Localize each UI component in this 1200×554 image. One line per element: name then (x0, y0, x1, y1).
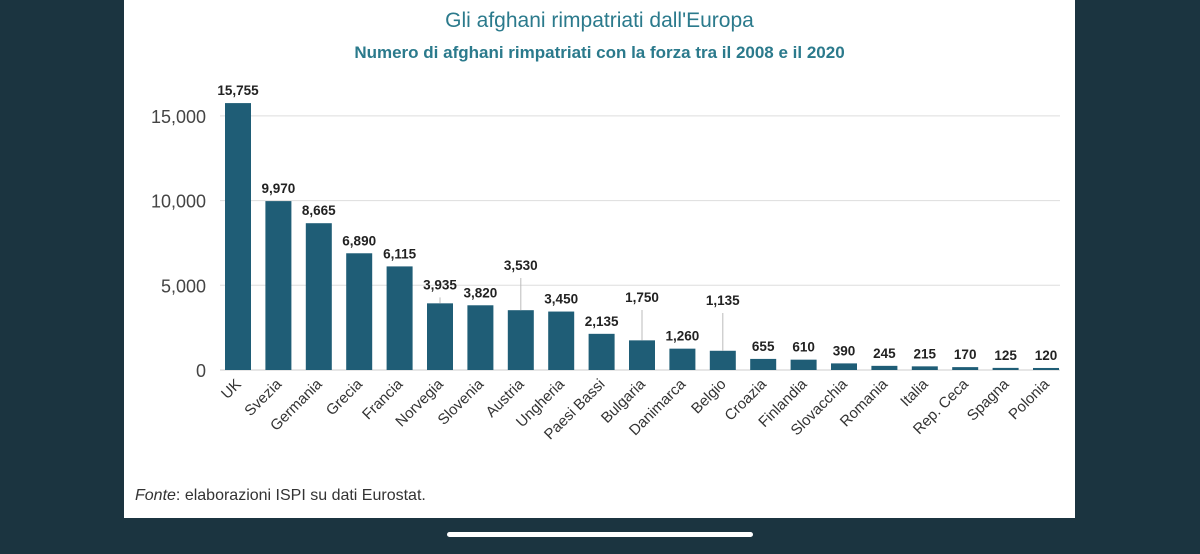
bar-norvegia (427, 303, 453, 370)
chart-subtitle: Numero di afghani rimpatriati con la for… (354, 43, 845, 62)
bar-slovenia (467, 305, 494, 370)
bar-paesi-bassi (588, 333, 615, 370)
bar-polonia (1033, 367, 1059, 370)
bar-danimarca (669, 348, 696, 370)
bar-ungheria (548, 311, 575, 370)
value-label: 6,115 (383, 246, 417, 261)
bar-francia (386, 266, 413, 370)
bars (225, 103, 1059, 370)
value-label: 3,450 (544, 292, 578, 307)
bar-belgio (709, 350, 736, 370)
value-label: 1,260 (666, 329, 700, 344)
x-tick-label: Italia (897, 375, 932, 410)
bar-finlandia (790, 359, 817, 370)
bar-rep-ceca (952, 367, 979, 370)
bar-grecia (346, 253, 373, 370)
bar-slovacchia (831, 363, 857, 370)
bar-italia (911, 366, 938, 370)
bar-austria (507, 310, 534, 370)
value-label: 120 (1035, 348, 1058, 363)
value-label: 2,135 (585, 314, 619, 329)
value-labels: 15,755 9,970 8,665 6,890 6,115 3,935 3,820 3,53… (217, 83, 1057, 363)
value-label: 1,750 (625, 290, 659, 305)
source-note: Fonte: elaborazioni ISPI su dati Eurosta… (135, 487, 426, 505)
y-tick-label: 5,000 (161, 276, 206, 296)
value-label: 1,135 (706, 293, 740, 308)
bar-romania (871, 365, 898, 370)
x-tick-label: Polonia (1005, 375, 1053, 423)
bar-spagna (992, 367, 1019, 370)
home-indicator[interactable] (447, 532, 753, 537)
x-tick-label: Slovenia (435, 375, 488, 428)
y-tick-label: 0 (196, 361, 206, 381)
bar-uk (225, 103, 251, 370)
bar-germania (305, 223, 332, 370)
y-tick-label: 10,000 (151, 192, 206, 212)
bar-croazia (750, 358, 777, 370)
value-label: 3,820 (464, 285, 498, 300)
value-label: 3,935 (423, 277, 457, 292)
bar-svezia (265, 201, 292, 370)
x-axis: UKSveziaGermaniaGreciaFranciaNorvegiaSlo… (218, 375, 1053, 443)
value-label: 215 (914, 346, 937, 361)
value-label: 125 (994, 348, 1017, 363)
value-label: 6,890 (342, 233, 376, 248)
y-axis: 0 5,000 10,000 15,000 (151, 107, 206, 381)
source-text: : elaborazioni ISPI su dati Eurostat. (175, 487, 426, 504)
y-tick-label: 15,000 (151, 107, 206, 127)
value-label: 8,665 (302, 203, 336, 218)
value-label: 9,970 (262, 181, 296, 196)
chart-title: Gli afghani rimpatriati dall'Europa (445, 9, 754, 32)
bar-chart: 0 5,000 10,000 15,000 15,755 9,970 8,665 6,890… (151, 83, 1060, 443)
x-tick-label: Spagna (964, 375, 1013, 424)
chart-card: Gli afghani rimpatriati dall'Europa Nume… (124, 0, 1075, 518)
x-tick-label: UK (218, 376, 245, 403)
value-label: 170 (954, 347, 977, 362)
value-label: 610 (792, 340, 815, 355)
value-label: 15,755 (217, 83, 259, 98)
value-label: 245 (873, 346, 896, 361)
value-label: 390 (833, 343, 856, 358)
bar-bulgaria (629, 340, 655, 370)
value-label: 3,530 (504, 258, 538, 273)
source-label: Fonte (135, 487, 176, 504)
value-label: 655 (752, 339, 775, 354)
